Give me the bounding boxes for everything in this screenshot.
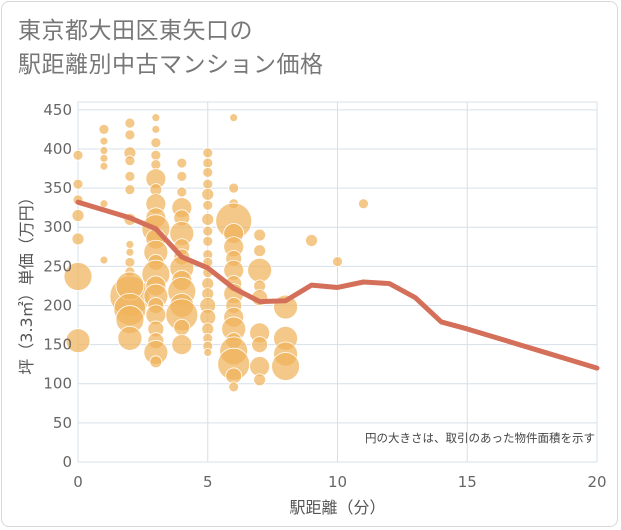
title-line-1: 東京都大田区東矢口の [18,18,253,44]
data-bubble [176,170,188,182]
data-bubble [201,187,215,201]
x-axis-label: 駅距離（分） [289,498,385,517]
chart-title: 東京都大田区東矢口の 駅距離別中古マンション価格 [18,14,324,82]
x-axis-ticks: 0 5 10 15 20 [73,473,606,491]
y-tick-label: 200 [43,296,72,314]
x-tick-label: 15 [458,473,477,491]
x-tick-label: 10 [328,473,347,491]
data-bubble [203,348,213,357]
data-bubble [247,257,273,283]
y-tick-label: 300 [43,218,72,236]
data-bubble [72,178,84,190]
trend-line [75,199,600,371]
data-bubble [149,355,163,369]
data-bubble [332,256,343,268]
data-bubble [99,161,109,171]
data-bubble [98,123,110,135]
y-tick-label: 400 [43,140,72,158]
data-bubble [65,328,91,354]
data-bubble [271,352,301,381]
data-bubble [63,262,93,291]
data-bubble [125,247,135,257]
data-bubble [176,186,188,198]
x-tick-label: 0 [73,473,83,491]
data-bubble [72,149,84,161]
data-bubble [202,199,214,211]
data-bubble [151,113,161,123]
data-bubble [171,334,193,356]
data-bubble [124,170,136,182]
data-bubble [124,257,136,268]
y-tick-label: 0 [62,453,72,471]
data-bubble [202,178,214,190]
data-bubble [173,318,191,336]
data-bubble [202,235,214,247]
data-bubble [150,149,162,161]
data-bubble [251,336,269,354]
data-bubble [124,117,136,129]
data-bubble [253,244,267,258]
data-bubble [176,157,188,169]
data-bubble [71,209,85,222]
data-bubble [125,240,135,249]
y-axis-label: 坪（3.3㎡）単価（万円） [17,189,36,374]
y-tick-label: 100 [43,375,72,393]
data-bubble [202,167,214,178]
data-bubble [253,373,267,387]
data-bubble [151,124,161,134]
data-bubble [201,212,215,226]
bubble-layer [63,113,369,393]
data-bubble [99,255,109,265]
data-bubble [229,113,239,123]
title-line-2: 駅距離別中古マンション価格 [18,52,324,78]
y-tick-label: 350 [43,179,72,197]
trend-line-layer [75,199,600,371]
data-bubble [228,381,240,393]
data-bubble [124,184,136,196]
data-bubble [202,147,214,159]
data-bubble [124,155,136,167]
data-bubble [99,153,109,163]
y-tick-label: 450 [43,101,72,119]
y-axis-ticks: 0 50 100 150 200 250 300 350 400 450 [43,101,72,471]
data-bubble [253,228,267,242]
data-bubble [71,232,85,246]
data-bubble [202,157,214,169]
data-bubble [228,182,240,194]
data-bubble [99,136,109,146]
bubble-size-note: 円の大きさは、取引のあった物件面積を示す [365,431,595,445]
data-bubble [150,159,162,171]
data-bubble [202,225,214,237]
data-bubble [117,325,143,351]
x-tick-label: 5 [203,473,213,491]
data-bubble [99,146,109,155]
y-tick-label: 250 [43,257,72,275]
y-tick-label: 150 [43,336,72,354]
data-bubble [358,198,369,210]
x-tick-label: 20 [587,473,606,491]
y-tick-label: 50 [53,414,72,432]
data-bubble [99,199,109,209]
data-bubble [305,234,318,247]
data-bubble [150,137,162,149]
data-bubble [124,129,136,141]
